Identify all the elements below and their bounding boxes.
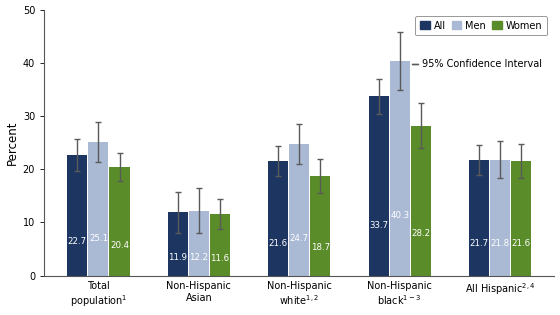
Bar — [290, 144, 309, 276]
Text: 18.7: 18.7 — [311, 243, 330, 252]
Text: 21.7: 21.7 — [469, 239, 488, 248]
Bar — [268, 161, 288, 276]
Text: 28.2: 28.2 — [411, 229, 430, 238]
Bar — [67, 155, 87, 276]
Text: 21.6: 21.6 — [512, 239, 531, 248]
Bar — [189, 211, 209, 276]
Bar — [368, 96, 389, 276]
Text: 25.1: 25.1 — [89, 234, 108, 243]
Text: 11.9: 11.9 — [169, 254, 187, 262]
Y-axis label: Percent: Percent — [6, 120, 18, 165]
Text: 21.6: 21.6 — [269, 239, 288, 248]
Bar — [168, 212, 188, 276]
Bar — [210, 214, 230, 276]
Text: 24.7: 24.7 — [290, 234, 309, 243]
Bar — [88, 142, 109, 276]
Text: 11.6: 11.6 — [211, 254, 230, 263]
Text: 22.7: 22.7 — [68, 238, 87, 246]
Bar — [490, 160, 510, 276]
Text: 40.3: 40.3 — [390, 211, 409, 220]
Bar — [110, 167, 129, 276]
Text: 20.4: 20.4 — [110, 241, 129, 250]
Bar — [410, 126, 431, 276]
Text: 21.8: 21.8 — [491, 239, 510, 248]
Legend: 95% Confidence Interval: 95% Confidence Interval — [408, 54, 547, 74]
Bar — [390, 61, 410, 276]
Text: 33.7: 33.7 — [369, 221, 388, 230]
Text: 12.2: 12.2 — [189, 253, 208, 262]
Bar — [310, 176, 330, 276]
Bar — [469, 160, 489, 276]
Bar — [511, 161, 531, 276]
